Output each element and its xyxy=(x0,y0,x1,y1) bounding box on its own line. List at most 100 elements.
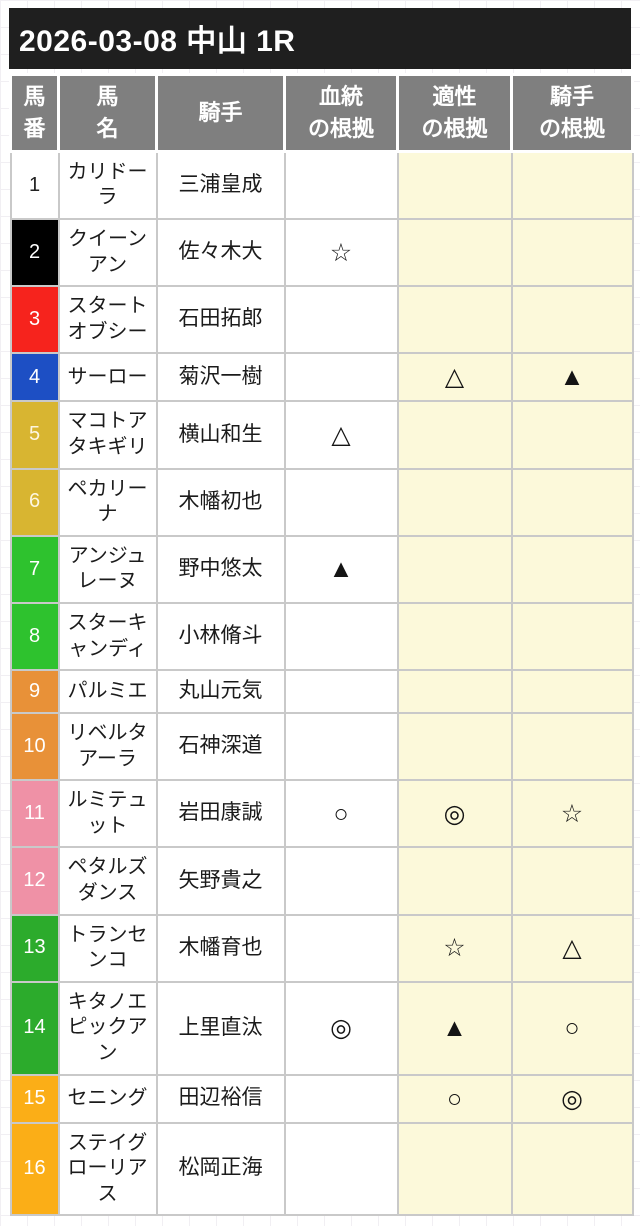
jockey-cell: 菊沢一樹 xyxy=(155,352,286,403)
horse-name-cell: パルミエ xyxy=(57,669,158,714)
aptitude-basis-cell xyxy=(396,711,513,782)
blood-basis-cell xyxy=(283,846,399,916)
aptitude-basis-cell xyxy=(396,534,513,604)
blood-basis-cell: △ xyxy=(283,400,399,470)
jockey-cell: 松岡正海 xyxy=(155,1121,286,1217)
jockey-cell: 小林脩斗 xyxy=(155,601,286,672)
table-header-row: 馬 番馬 名騎手 血統 の根拠 適性 の根拠 騎手 の根拠 xyxy=(9,73,634,153)
aptitude-basis-cell: ▲ xyxy=(396,980,513,1076)
table-row: 11 ルミテュット 岩田康誠 ○ ◎ ☆ xyxy=(9,779,634,849)
horse-name-cell: カリドーラ xyxy=(57,150,158,220)
horse-number-cell: 6 xyxy=(9,467,60,537)
horse-number-cell: 16 xyxy=(9,1121,60,1217)
horse-name-cell: ペカリーナ xyxy=(57,467,158,537)
horse-number-cell: 5 xyxy=(9,400,60,470)
jockey-cell: 岩田康誠 xyxy=(155,779,286,849)
blood-basis-cell xyxy=(283,601,399,672)
aptitude-basis-cell xyxy=(396,846,513,916)
blood-basis-cell xyxy=(283,352,399,403)
aptitude-basis-cell xyxy=(396,601,513,672)
horse-number-cell: 3 xyxy=(9,285,60,355)
jockey-basis-cell xyxy=(510,711,634,782)
jockey-cell: 上里直汰 xyxy=(155,980,286,1076)
blood-basis-cell: ☆ xyxy=(283,217,399,288)
jockey-basis-cell xyxy=(510,150,634,220)
jockey-basis-cell: ◎ xyxy=(510,1073,634,1124)
blood-basis-cell: ◎ xyxy=(283,980,399,1076)
jockey-cell: 木幡育也 xyxy=(155,913,286,983)
jockey-basis-cell xyxy=(510,467,634,537)
aptitude-basis-cell: ○ xyxy=(396,1073,513,1124)
jockey-basis-cell: ▲ xyxy=(510,352,634,403)
table-row: 5 マコトアタキギリ 横山和生 △ xyxy=(9,400,634,470)
blood-basis-cell xyxy=(283,1121,399,1217)
horse-name: パルミエ xyxy=(67,679,148,702)
horse-number-cell: 14 xyxy=(9,980,60,1076)
table-row: 15 セニング 田辺裕信 ○ ◎ xyxy=(9,1073,634,1124)
page-title: 2026-03-08 中山 1R xyxy=(9,8,631,69)
table-row: 10 リベルタアーラ 石神深道 xyxy=(9,711,634,782)
horse-number-cell: 8 xyxy=(9,601,60,672)
horse-name-cell: スタートオブシー xyxy=(57,285,158,355)
blood-basis-cell: ○ xyxy=(283,779,399,849)
horse-number-cell: 10 xyxy=(9,711,60,782)
table-row: 3 スタートオブシー 石田拓郎 xyxy=(9,285,634,355)
horse-name-cell: クイーンアン xyxy=(57,217,158,288)
blood-basis-cell xyxy=(283,285,399,355)
blood-basis-cell xyxy=(283,711,399,782)
blood-basis-cell xyxy=(283,467,399,537)
jockey-basis-cell: ○ xyxy=(510,980,634,1076)
blood-basis-cell xyxy=(283,669,399,714)
aptitude-basis-cell xyxy=(396,669,513,714)
horse-name: ペカリーナ xyxy=(67,477,148,526)
aptitude-basis-cell xyxy=(396,217,513,288)
jockey-basis-cell xyxy=(510,846,634,916)
horse-name: アンジュレーヌ xyxy=(68,544,147,593)
aptitude-basis-cell xyxy=(396,285,513,355)
horse-name: リベルタアーラ xyxy=(67,721,148,770)
table-row: 8 スターキャンディ 小林脩斗 xyxy=(9,601,634,672)
horse-name: ペタルズダンス xyxy=(67,856,148,904)
horse-number-cell: 9 xyxy=(9,669,60,714)
jockey-basis-cell xyxy=(510,400,634,470)
horse-number-cell: 15 xyxy=(9,1073,60,1124)
horse-name: クイーンアン xyxy=(68,227,147,276)
table-row: 7 アンジュレーヌ 野中悠太 ▲ xyxy=(9,534,634,604)
horse-name-cell: ルミテュット xyxy=(57,779,158,849)
horse-name-cell: アンジュレーヌ xyxy=(57,534,158,604)
table-row: 14 キタノエピックアン 上里直汰 ◎ ▲ ○ xyxy=(9,980,634,1076)
horse-name-cell: スターキャンディ xyxy=(57,601,158,672)
aptitude-basis-cell: ☆ xyxy=(396,913,513,983)
horse-number-cell: 7 xyxy=(9,534,60,604)
aptitude-basis-cell: ◎ xyxy=(396,779,513,849)
aptitude-basis-cell xyxy=(396,400,513,470)
jockey-basis-cell xyxy=(510,669,634,714)
aptitude-basis-cell xyxy=(396,467,513,537)
horse-name: サーロー xyxy=(67,365,148,388)
table-row: 12 ペタルズダンス 矢野貴之 xyxy=(9,846,634,916)
horse-name: セニング xyxy=(67,1086,148,1109)
horse-number-cell: 4 xyxy=(9,352,60,403)
horse-name-cell: サーロー xyxy=(57,352,158,403)
jockey-cell: 石神深道 xyxy=(155,711,286,782)
jockey-basis-cell xyxy=(510,217,634,288)
jockey-cell: 横山和生 xyxy=(155,400,286,470)
horse-number-cell: 11 xyxy=(9,779,60,849)
jockey-cell: 野中悠太 xyxy=(155,534,286,604)
jockey-basis-cell xyxy=(510,285,634,355)
horse-name-cell: セニング xyxy=(57,1073,158,1124)
horse-name-cell: ペタルズダンス xyxy=(57,846,158,916)
column-header: 馬 名 xyxy=(57,73,158,153)
blood-basis-cell xyxy=(283,1073,399,1124)
jockey-cell: 田辺裕信 xyxy=(155,1073,286,1124)
table-row: 6 ペカリーナ 木幡初也 xyxy=(9,467,634,537)
aptitude-basis-cell xyxy=(396,1121,513,1217)
horse-name: トランセンコ xyxy=(67,923,148,972)
table-row: 1 カリドーラ 三浦皇成 xyxy=(9,150,634,220)
jockey-basis-cell: ☆ xyxy=(510,779,634,849)
horse-name: ステイグローリアス xyxy=(67,1131,148,1205)
jockey-basis-cell: △ xyxy=(510,913,634,983)
aptitude-basis-cell: △ xyxy=(396,352,513,403)
horse-name: スターキャンディ xyxy=(67,611,148,660)
jockey-basis-cell xyxy=(510,601,634,672)
